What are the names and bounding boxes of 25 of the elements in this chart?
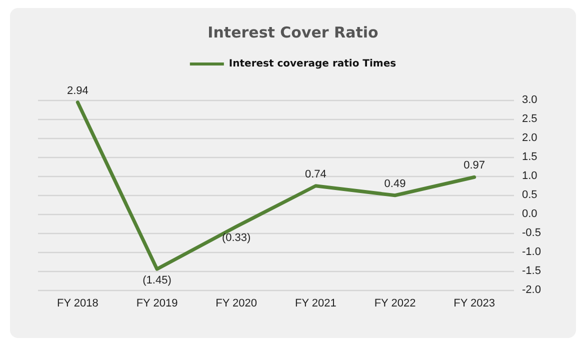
data-label: (1.45): [142, 274, 172, 287]
data-label: 2.94: [66, 84, 88, 97]
y-tick-label: 2.5: [522, 113, 538, 125]
data-label: (0.33): [222, 232, 251, 244]
y-tick-label: 0.0: [522, 208, 538, 220]
data-label: 0.97: [464, 160, 486, 172]
y-tick-label: -1.5: [522, 265, 541, 277]
y-tick-label: -0.5: [522, 227, 541, 239]
y-tick-label: 1.0: [522, 170, 538, 182]
x-tick-label: FY 2018: [56, 298, 98, 310]
x-tick-label: FY 2019: [136, 298, 178, 310]
y-tick-label: 0.5: [522, 189, 538, 201]
y-tick-label: -1.0: [522, 246, 541, 258]
y-tick-label: 2.0: [522, 132, 538, 144]
legend-label: Interest coverage ratio Times: [228, 58, 396, 70]
data-label: 0.49: [384, 178, 406, 190]
chart-title: Interest Cover Ratio: [208, 24, 378, 42]
x-tick-label: FY 2021: [294, 298, 336, 310]
x-tick-label: FY 2020: [216, 298, 258, 310]
x-tick-label: FY 2023: [454, 298, 496, 310]
y-tick-label: -2.0: [522, 284, 541, 296]
y-tick-label: 1.5: [522, 151, 538, 163]
data-label: 0.74: [304, 168, 326, 180]
y-tick-label: 3.0: [522, 94, 538, 106]
x-tick-label: FY 2022: [374, 298, 416, 310]
